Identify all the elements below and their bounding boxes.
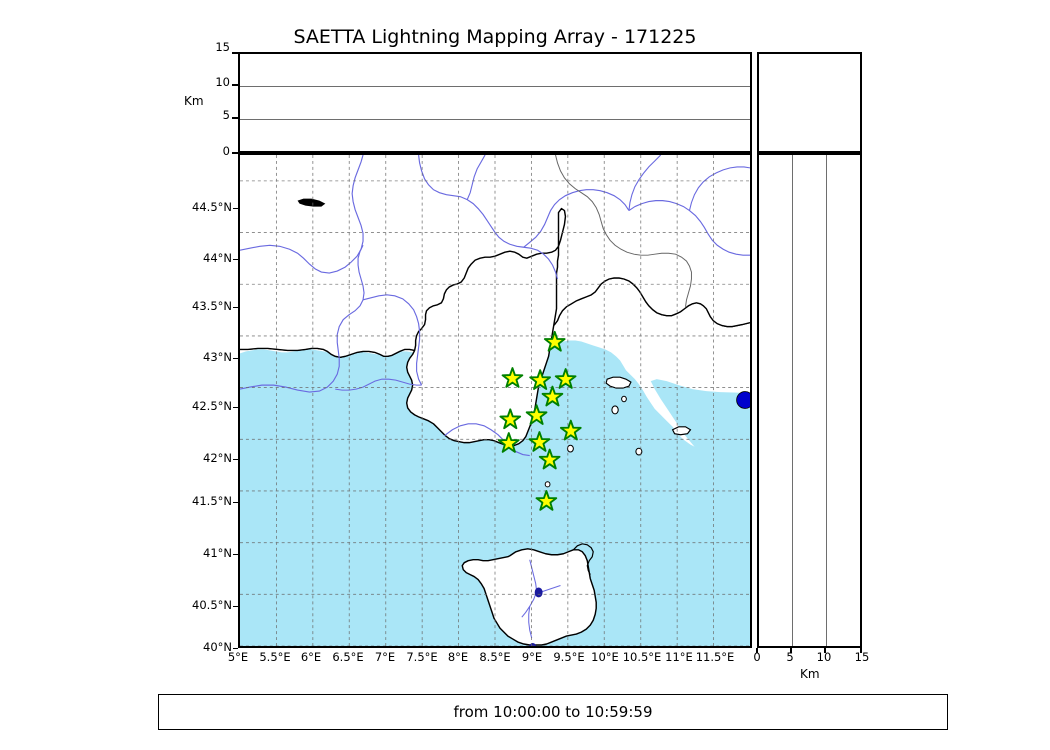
right-panel-gridline-5 (792, 155, 794, 646)
river-po-east (523, 189, 630, 248)
map-ytick-42_5: 42.5°N (192, 399, 232, 413)
sea-polygon (240, 340, 750, 646)
coastal-lagoon (297, 198, 326, 207)
top-panel-gridline-10 (240, 86, 750, 88)
top-tickmark-0 (232, 152, 238, 154)
river-durance (240, 245, 365, 393)
map-xtick-10: 10°E (591, 650, 619, 664)
map-xtick-8: 8°E (447, 650, 469, 664)
map-xtick-7_5: 7.5°E (406, 650, 438, 664)
map-xtick-11_5: 11.5°E (695, 650, 735, 664)
page-title: SAETTA Lightning Mapping Array - 171225 (293, 26, 697, 48)
lightning-source-marker[interactable] (736, 391, 750, 409)
right-tickmark-5 (790, 648, 792, 653)
map-xtick-9_5: 9.5°E (553, 650, 585, 664)
map-xtick-5: 5°E (227, 650, 249, 664)
map-ytickmark-43 (233, 358, 238, 360)
island-small-west (544, 481, 551, 488)
map-panel[interactable] (238, 153, 752, 648)
map-xtick-6_5: 6.5°E (332, 650, 364, 664)
map-ytick-44: 44°N (203, 251, 232, 265)
map-xtick-5_5: 5.5°E (259, 650, 291, 664)
top-tickmark-15 (232, 52, 238, 54)
map-xtick-9: 9°E (521, 650, 543, 664)
right-tickmark-15 (860, 648, 862, 653)
map-ytick-43_5: 43.5°N (192, 299, 232, 313)
top-ytick-5: 5 (222, 108, 230, 122)
map-xtick-8_5: 8.5°E (479, 650, 511, 664)
river-po-branch-n (466, 155, 486, 200)
map-xtick-6: 6°E (300, 650, 322, 664)
river-var (362, 294, 423, 386)
sardinia-lake-south (529, 643, 537, 646)
right-panel-gridline-10 (825, 155, 827, 646)
right-tickmark-10 (824, 648, 826, 653)
map-xtick-7: 7°E (374, 650, 396, 664)
top-tickmark-5 (232, 117, 238, 119)
map-canvas (240, 155, 750, 646)
right-altitude-panel[interactable] (757, 153, 862, 648)
map-ytickmark-40_5 (233, 606, 238, 608)
map-ytick-40: 40°N (203, 640, 232, 654)
river-po-upper (418, 155, 559, 280)
river-lower-branch (335, 378, 422, 391)
sardinia-ne-coast (572, 543, 594, 575)
right-xtick-0: 0 (753, 650, 761, 664)
right-tickmark-0 (756, 648, 758, 653)
time-range-text: from 10:00:00 to 10:59:59 (453, 703, 653, 721)
top-right-corner-panel[interactable] (757, 52, 862, 153)
sardinia-landmass (461, 548, 597, 646)
island-montecristo (566, 444, 574, 453)
argentario-peninsula (671, 426, 692, 436)
time-range-status-bar[interactable]: from 10:00:00 to 10:59:59 (158, 694, 948, 730)
map-xtick-10_5: 10.5°E (622, 650, 662, 664)
top-tickmark-10 (232, 84, 238, 86)
island-capraia (611, 405, 619, 415)
island-gorgona (621, 395, 627, 403)
map-xtick-11: 11°E (665, 650, 693, 664)
map-ytickmark-44_5 (233, 208, 238, 210)
map-ytickmark-40 (233, 648, 238, 650)
sardinia-river-d (528, 606, 533, 639)
top-panel-ylabel: Km (184, 94, 204, 108)
sardinia-lake-north (534, 587, 543, 598)
river-rhone (240, 155, 364, 274)
map-ytick-41_5: 41.5°N (192, 494, 232, 508)
map-ytickmark-41 (233, 554, 238, 556)
map-ytick-40_5: 40.5°N (192, 598, 232, 612)
map-ytickmark-43_5 (233, 307, 238, 309)
right-xtick-15: 15 (854, 650, 870, 664)
island-elba (605, 376, 632, 389)
map-ytickmark-42_5 (233, 407, 238, 409)
map-ytickmark-44 (233, 259, 238, 261)
top-ytick-15: 15 (215, 40, 230, 54)
right-xtick-10: 10 (816, 650, 832, 664)
map-gridlines (240, 155, 750, 646)
map-ytickmark-41_5 (233, 502, 238, 504)
map-ytick-43: 43°N (203, 350, 232, 364)
top-altitude-panel[interactable] (238, 52, 752, 153)
river-adige (628, 200, 750, 256)
right-xtick-5: 5 (786, 650, 794, 664)
top-ytick-0: 0 (222, 144, 230, 158)
corsica-river (444, 423, 530, 457)
sea-polygon-ne (650, 379, 750, 493)
map-ytick-42: 42°N (203, 451, 232, 465)
river-ne-branch (688, 166, 750, 211)
sardinia-river-a (529, 559, 538, 592)
map-ytick-41: 41°N (203, 546, 232, 560)
right-panel-xlabel: Km (800, 667, 820, 681)
top-panel-gridline-5 (240, 118, 750, 120)
river-north-branch (628, 155, 662, 211)
map-ytick-44_5: 44.5°N (192, 200, 232, 214)
regional-border (555, 155, 692, 307)
map-ytickmark-42 (233, 459, 238, 461)
top-ytick-10: 10 (215, 75, 230, 89)
